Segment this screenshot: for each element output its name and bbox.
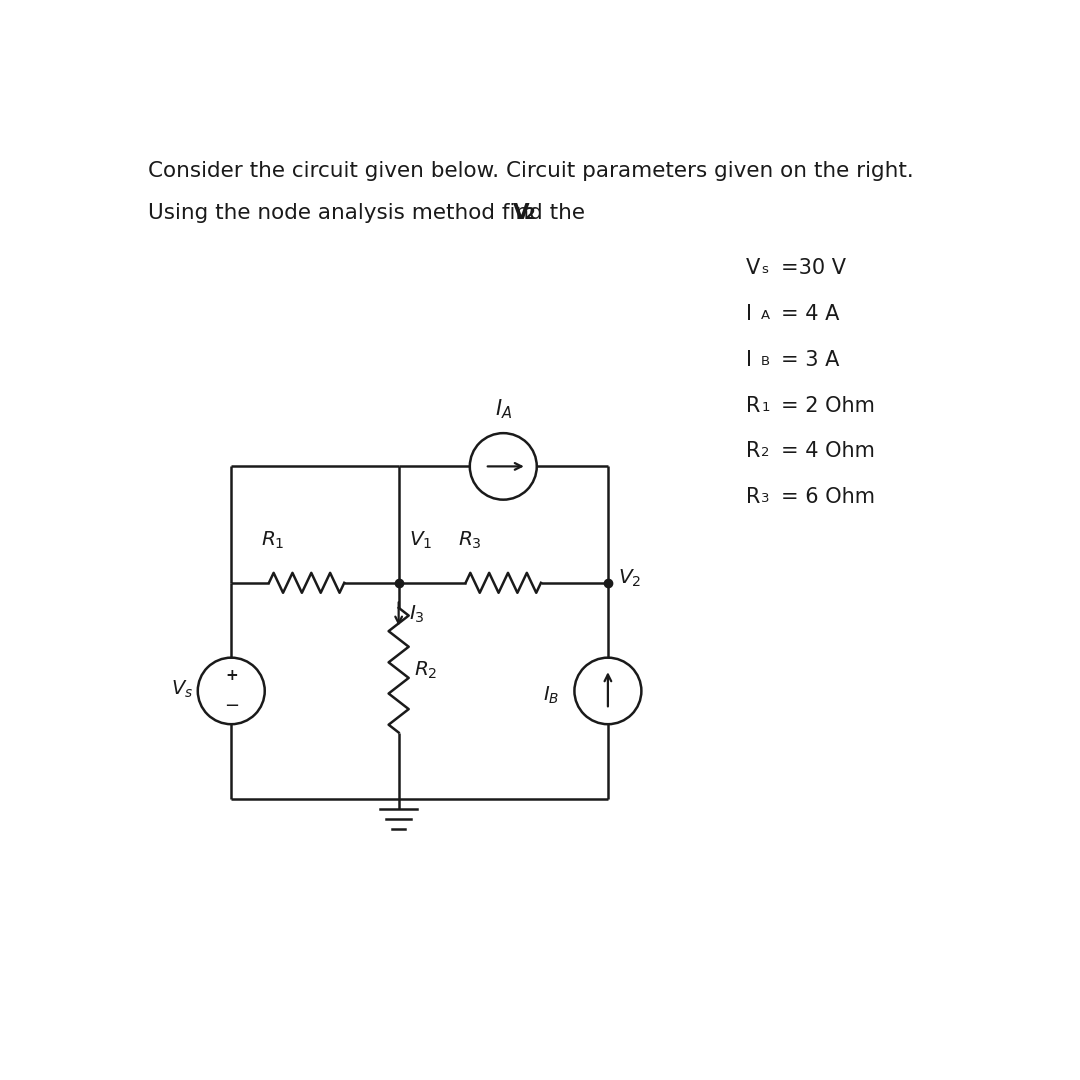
Text: 1: 1 <box>761 401 770 414</box>
Text: = 2 Ohm: = 2 Ohm <box>781 395 875 416</box>
Text: $I_A$: $I_A$ <box>495 397 512 420</box>
Text: = 4 Ohm: = 4 Ohm <box>781 442 875 461</box>
Text: $V_2$: $V_2$ <box>618 568 642 590</box>
Text: A: A <box>761 309 770 322</box>
Text: V: V <box>746 258 760 279</box>
Text: $I_B$: $I_B$ <box>543 685 559 705</box>
Text: +: + <box>225 669 238 684</box>
Text: B: B <box>761 355 770 368</box>
Text: Using the node analysis method find the: Using the node analysis method find the <box>148 203 592 222</box>
Text: 2: 2 <box>761 446 770 459</box>
Text: $R_3$: $R_3$ <box>458 530 482 551</box>
Text: = 3 A: = 3 A <box>781 350 839 370</box>
Text: 2: 2 <box>525 207 536 221</box>
Text: = 6 Ohm: = 6 Ohm <box>781 487 875 508</box>
Text: $V_1$: $V_1$ <box>408 530 432 551</box>
Text: Consider the circuit given below. Circuit parameters given on the right.: Consider the circuit given below. Circui… <box>148 161 914 181</box>
Text: I: I <box>746 350 752 370</box>
Text: = 4 A: = 4 A <box>781 305 839 324</box>
Text: $V_s$: $V_s$ <box>172 678 193 700</box>
Text: s: s <box>761 264 768 276</box>
Text: $R_1$: $R_1$ <box>261 530 285 551</box>
Text: 3: 3 <box>761 492 770 505</box>
Text: I: I <box>746 305 752 324</box>
Text: $R_2$: $R_2$ <box>414 660 437 680</box>
Text: −: − <box>224 697 239 715</box>
Text: R: R <box>746 487 760 508</box>
Text: V: V <box>513 203 530 222</box>
Text: =30 V: =30 V <box>781 258 846 279</box>
Text: R: R <box>746 442 760 461</box>
Text: $I_3$: $I_3$ <box>408 604 424 625</box>
Text: R: R <box>746 395 760 416</box>
